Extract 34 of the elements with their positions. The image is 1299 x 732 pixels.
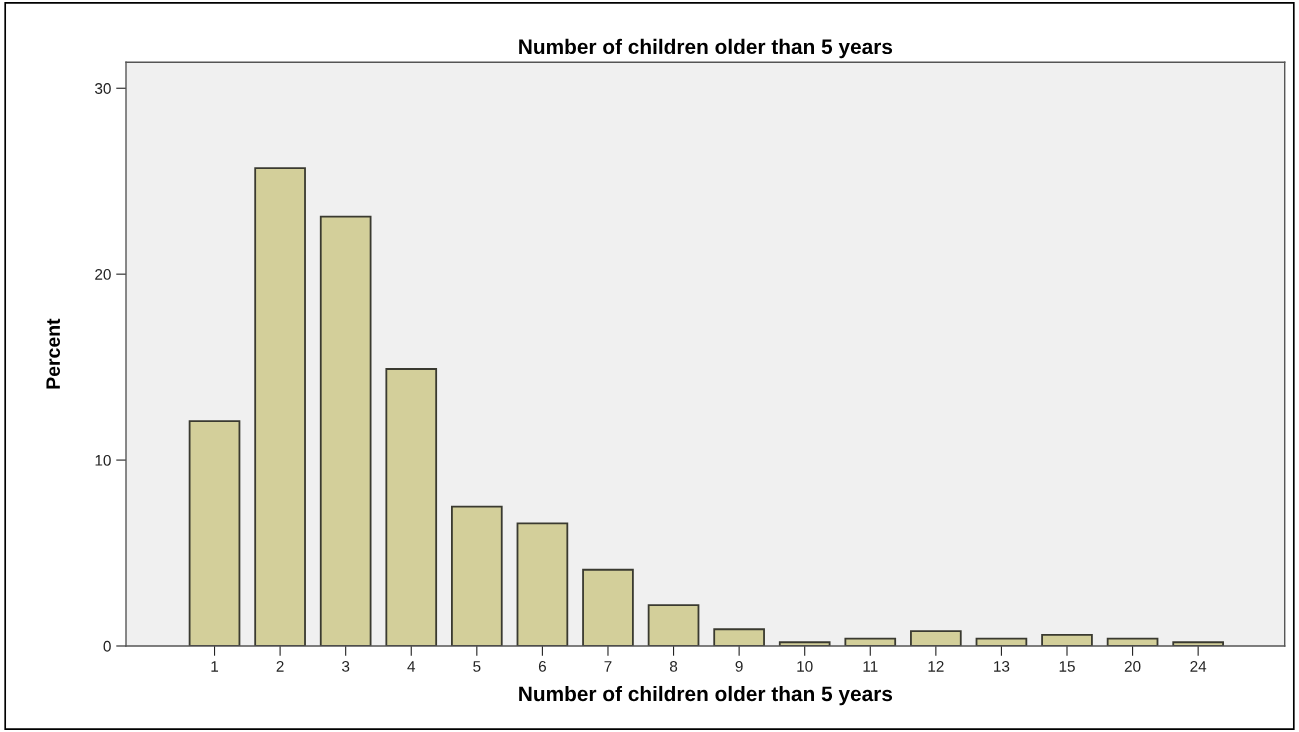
bar: [451, 505, 503, 646]
bar: [1041, 633, 1093, 646]
bar: [713, 628, 765, 646]
bar: [910, 630, 962, 646]
y-tick-label: 0: [103, 640, 111, 652]
x-tick-label: 7: [604, 661, 612, 672]
x-tick-label: 3: [342, 660, 350, 672]
x-tick-label: 20: [1124, 660, 1141, 672]
x-tick-label: 13: [994, 660, 1010, 672]
bar: [254, 167, 306, 646]
x-tick-label: 24: [1190, 660, 1207, 672]
y-tick-label: 20: [95, 269, 111, 280]
x-tick-label: 12: [928, 660, 944, 672]
x-tick-label: 15: [1059, 661, 1075, 672]
bar: [516, 522, 569, 646]
x-tick-label: 4: [407, 661, 416, 672]
y-tick-label: 10: [95, 454, 111, 466]
bar: [188, 420, 241, 646]
bar: [385, 368, 438, 646]
bar: [319, 215, 372, 646]
x-tick-label: 9: [735, 660, 743, 672]
bar: [647, 604, 700, 646]
y-tick-label: 30: [95, 83, 111, 94]
x-tick-label: 6: [538, 660, 546, 672]
y-axis-title: Percent: [46, 318, 61, 389]
x-tick-label: 10: [797, 660, 813, 672]
bar: [582, 568, 634, 646]
x-axis-title: Number of children older than 5 years: [519, 685, 893, 706]
x-tick-label: 8: [669, 660, 678, 672]
x-tick-label: 11: [863, 661, 878, 672]
x-tick-label: 2: [276, 660, 284, 672]
x-tick-label: 5: [473, 661, 481, 672]
chart-title: Number of children older than 5 years: [519, 38, 893, 59]
x-tick-label: 1: [211, 661, 219, 672]
